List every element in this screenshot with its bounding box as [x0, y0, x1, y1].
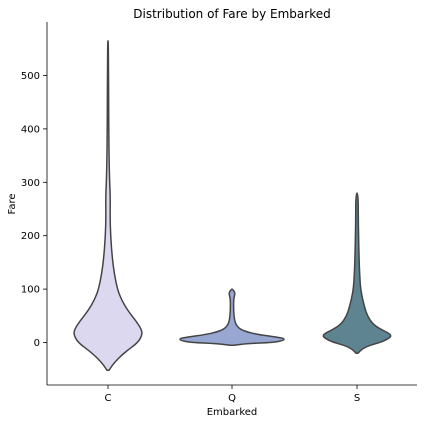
violin-c: [73, 40, 143, 372]
x-tick-label: C: [105, 393, 112, 404]
y-tick-label: 400: [21, 124, 40, 135]
y-axis-label: Fare: [7, 193, 18, 214]
y-tick-label: 300: [21, 178, 40, 189]
y-tick-label: 500: [21, 71, 40, 82]
x-tick-label: S: [354, 393, 360, 404]
y-ticks-group: 0 100 200 300 400 500: [21, 71, 47, 349]
y-tick-label: 0: [34, 338, 40, 349]
violin-q: [179, 288, 285, 346]
violin-s: [322, 192, 392, 354]
y-tick-label: 100: [21, 285, 40, 296]
x-axis-label: Embarked: [207, 407, 258, 418]
x-tick-label: Q: [228, 393, 236, 404]
y-tick-label: 200: [21, 231, 40, 242]
violins-group: [73, 40, 392, 372]
chart-title: Distribution of Fare by Embarked: [133, 7, 330, 21]
